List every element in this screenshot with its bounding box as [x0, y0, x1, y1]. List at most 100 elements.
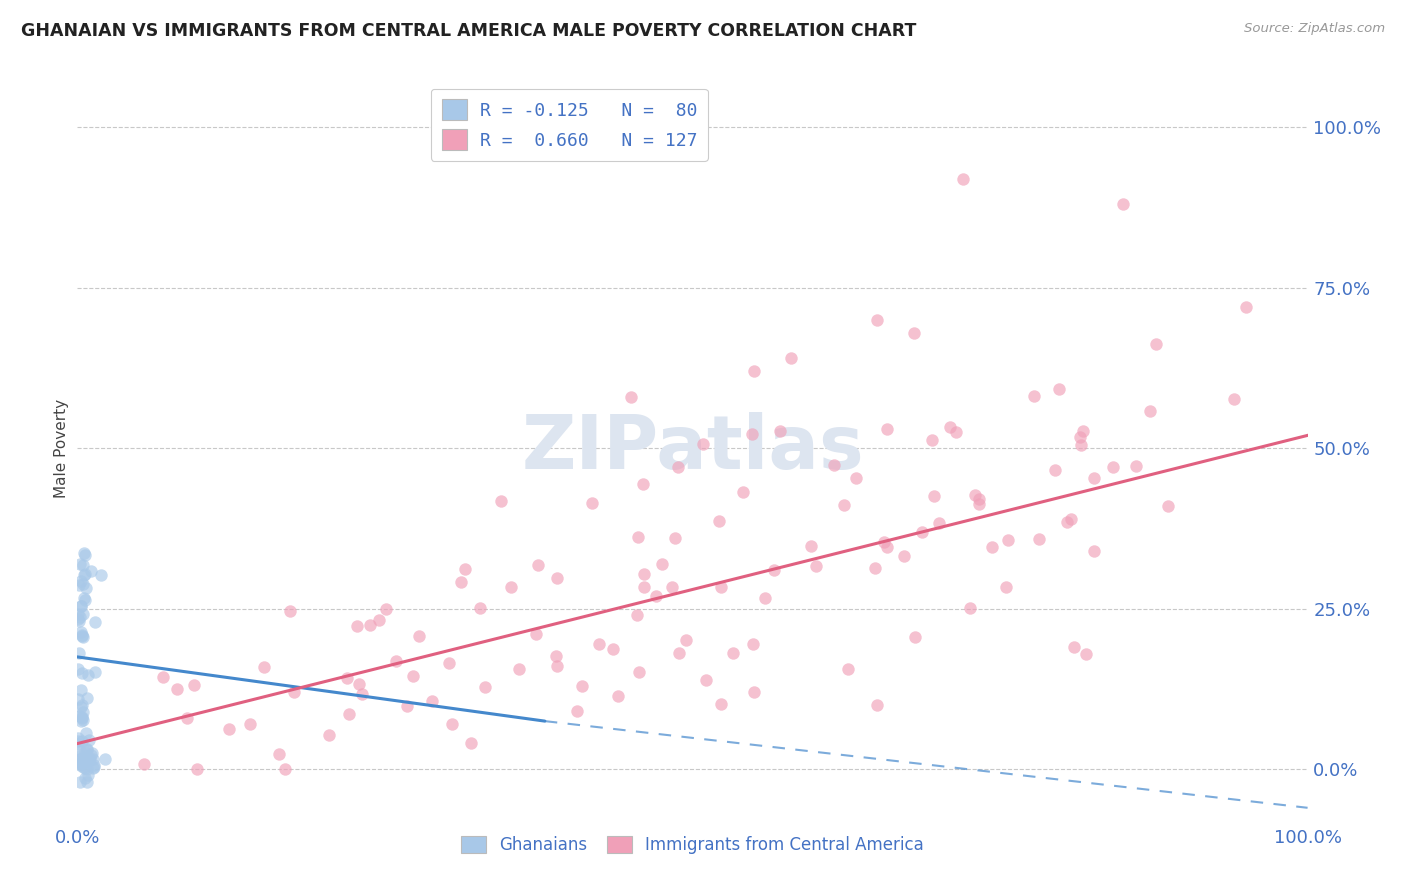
Point	[1028, 533, 1050, 547]
Point	[66, 607, 89, 621]
Point	[69, 709, 91, 723]
Point	[1112, 197, 1135, 211]
Point	[742, 685, 765, 699]
Point	[1125, 459, 1147, 474]
Point	[72, 757, 94, 772]
Point	[1047, 383, 1070, 397]
Point	[837, 662, 859, 676]
Point	[273, 762, 295, 776]
Point	[77, 768, 100, 782]
Y-axis label: Male Poverty: Male Poverty	[53, 399, 69, 498]
Point	[742, 637, 765, 651]
Point	[70, 599, 93, 614]
Point	[508, 662, 530, 676]
Point	[945, 425, 967, 440]
Point	[1063, 640, 1085, 655]
Point	[450, 574, 472, 589]
Point	[69, 610, 91, 624]
Point	[72, 713, 94, 727]
Point	[253, 660, 276, 674]
Point	[876, 540, 898, 554]
Point	[70, 698, 93, 712]
Point	[524, 627, 547, 641]
Point	[661, 580, 683, 594]
Point	[965, 488, 987, 502]
Point	[67, 577, 90, 591]
Point	[876, 421, 898, 435]
Point	[67, 646, 90, 660]
Point	[75, 581, 97, 595]
Point	[668, 646, 690, 660]
Point	[741, 426, 763, 441]
Point	[218, 722, 240, 736]
Point	[90, 568, 112, 582]
Point	[75, 752, 97, 766]
Point	[952, 171, 974, 186]
Point	[904, 631, 927, 645]
Point	[1071, 424, 1094, 438]
Point	[631, 477, 654, 491]
Point	[967, 497, 990, 511]
Point	[627, 665, 650, 679]
Point	[651, 557, 673, 571]
Point	[79, 752, 101, 766]
Point	[921, 434, 943, 448]
Point	[1022, 388, 1045, 402]
Point	[780, 351, 803, 366]
Point	[73, 568, 96, 582]
Point	[709, 514, 731, 528]
Point	[863, 561, 886, 575]
Point	[73, 546, 96, 560]
Point	[70, 756, 93, 771]
Point	[72, 558, 94, 572]
Point	[903, 326, 925, 340]
Point	[73, 745, 96, 759]
Point	[721, 647, 744, 661]
Point	[72, 630, 94, 644]
Point	[77, 752, 100, 766]
Text: ZIPatlas: ZIPatlas	[522, 412, 863, 484]
Point	[633, 566, 655, 581]
Point	[73, 567, 96, 582]
Point	[75, 753, 97, 767]
Point	[75, 771, 97, 785]
Point	[1223, 392, 1246, 406]
Point	[69, 752, 91, 766]
Point	[152, 669, 174, 683]
Point	[501, 580, 523, 594]
Point	[873, 534, 896, 549]
Point	[754, 591, 776, 606]
Point	[69, 749, 91, 764]
Text: GHANAIAN VS IMMIGRANTS FROM CENTRAL AMERICA MALE POVERTY CORRELATION CHART: GHANAIAN VS IMMIGRANTS FROM CENTRAL AMER…	[21, 22, 917, 40]
Point	[692, 437, 714, 451]
Point	[267, 747, 290, 762]
Point	[70, 750, 93, 764]
Point	[75, 593, 97, 607]
Point	[67, 692, 90, 706]
Point	[1083, 471, 1105, 485]
Point	[70, 709, 93, 723]
Point	[186, 762, 208, 776]
Point	[72, 711, 94, 725]
Point	[633, 580, 655, 594]
Point	[1139, 404, 1161, 418]
Point	[75, 548, 97, 562]
Point	[731, 485, 754, 500]
Point	[76, 668, 98, 682]
Point	[70, 756, 93, 771]
Point	[420, 694, 443, 708]
Point	[336, 671, 359, 685]
Point	[1144, 337, 1167, 351]
Point	[176, 711, 198, 725]
Point	[359, 617, 381, 632]
Point	[437, 657, 460, 671]
Point	[67, 614, 90, 628]
Point	[375, 601, 398, 615]
Point	[346, 618, 368, 632]
Point	[94, 752, 117, 766]
Point	[468, 601, 491, 615]
Point	[939, 420, 962, 434]
Point	[967, 491, 990, 506]
Point	[1045, 463, 1067, 477]
Point	[69, 744, 91, 758]
